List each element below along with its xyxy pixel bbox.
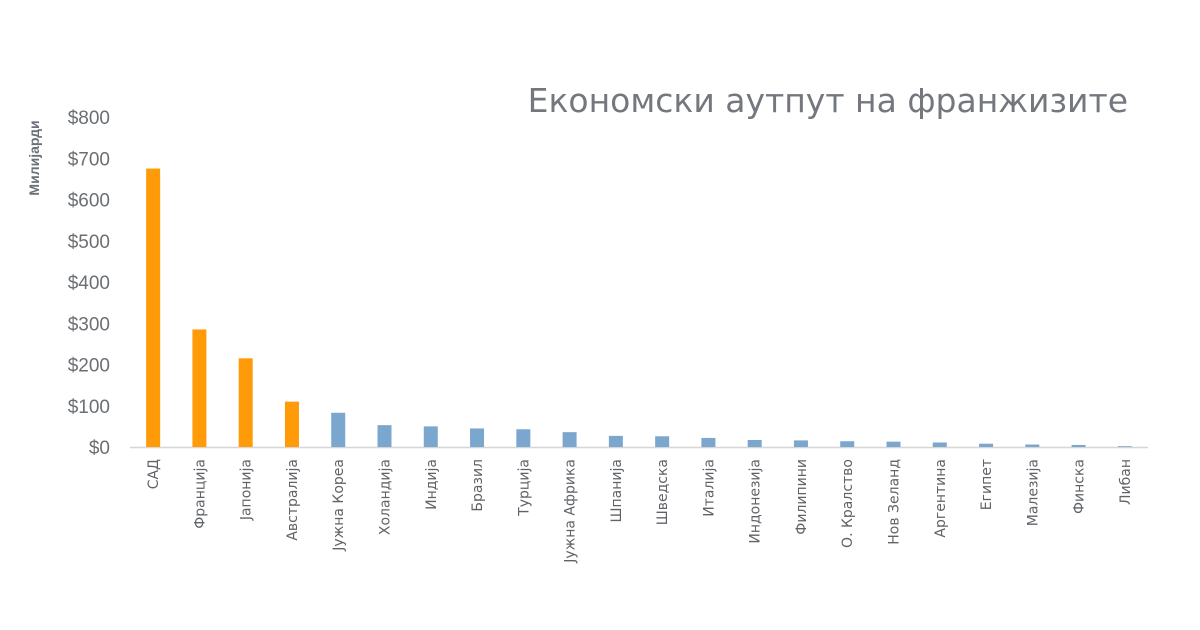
- bar: [840, 441, 855, 447]
- x-tick-label: Нов Зеланд: [887, 459, 903, 545]
- y-tick-label: $400: [68, 273, 110, 294]
- bar: [932, 442, 947, 447]
- x-tick-label: Малезија: [1025, 459, 1041, 526]
- y-tick-label: $200: [68, 356, 110, 377]
- y-tick-label: $0: [89, 438, 110, 459]
- bar: [793, 440, 808, 447]
- bar: [655, 436, 670, 447]
- x-tick-label: САД: [146, 459, 162, 489]
- x-tick-label: Филипини: [794, 459, 810, 535]
- bar: [470, 428, 485, 447]
- bar: [886, 441, 901, 447]
- bar: [1117, 446, 1132, 447]
- x-tick-label: Австралија: [285, 459, 301, 541]
- x-tick-label: Либан: [1118, 459, 1134, 505]
- y-axis-label: Милијарди: [26, 120, 42, 195]
- chart-title: Економски аутпут на франжизите: [528, 81, 1128, 120]
- x-tick-label: Аргентина: [933, 459, 949, 538]
- x-tick-label: О. Кралство: [840, 459, 856, 548]
- x-tick-label: Јужна Кореа: [331, 459, 347, 552]
- x-tick-label: Египет: [979, 459, 995, 510]
- x-tick-label: Шведска: [655, 459, 671, 525]
- y-tick-label: $300: [68, 314, 110, 335]
- x-tick-label: Индонезија: [748, 459, 764, 544]
- y-tick-label: $600: [68, 191, 110, 212]
- bar: [238, 358, 253, 447]
- bar: [284, 401, 299, 448]
- bar: [979, 443, 994, 447]
- bar: [516, 429, 531, 447]
- x-tick-label: Јужна Африка: [563, 459, 579, 564]
- bar: [747, 439, 762, 447]
- x-axis-ticks: САД Франција Јапонија Австралија Јужна Кореа…: [146, 459, 1134, 564]
- bar: [701, 437, 716, 447]
- y-tick-label: $500: [68, 232, 110, 253]
- x-tick-label: Индија: [424, 459, 440, 510]
- y-tick-label: $100: [68, 397, 110, 418]
- y-tick-label: $800: [68, 108, 110, 129]
- bar: [146, 168, 161, 447]
- x-tick-label: Италија: [701, 459, 717, 517]
- x-tick-label: Бразил: [470, 459, 486, 512]
- bar: [192, 329, 207, 447]
- bar: [562, 432, 577, 447]
- y-tick-label: $700: [68, 149, 110, 170]
- bar: [331, 412, 346, 447]
- bar: [377, 425, 392, 447]
- x-tick-label: Франција: [192, 459, 208, 529]
- bar: [1071, 444, 1086, 447]
- x-tick-label: Шпанија: [609, 459, 625, 522]
- bars-group: [146, 168, 1132, 448]
- y-axis-ticks: $0 $100 $200 $300 $400 $500 $600 $700 $800: [68, 108, 110, 459]
- x-tick-label: Турција: [516, 459, 532, 517]
- x-tick-label: Јапонија: [239, 459, 255, 521]
- bar: [608, 435, 623, 447]
- x-tick-label: Финска: [1072, 459, 1088, 514]
- bar: [423, 426, 438, 448]
- x-tick-label: Холандија: [378, 459, 394, 535]
- bar: [1025, 444, 1040, 447]
